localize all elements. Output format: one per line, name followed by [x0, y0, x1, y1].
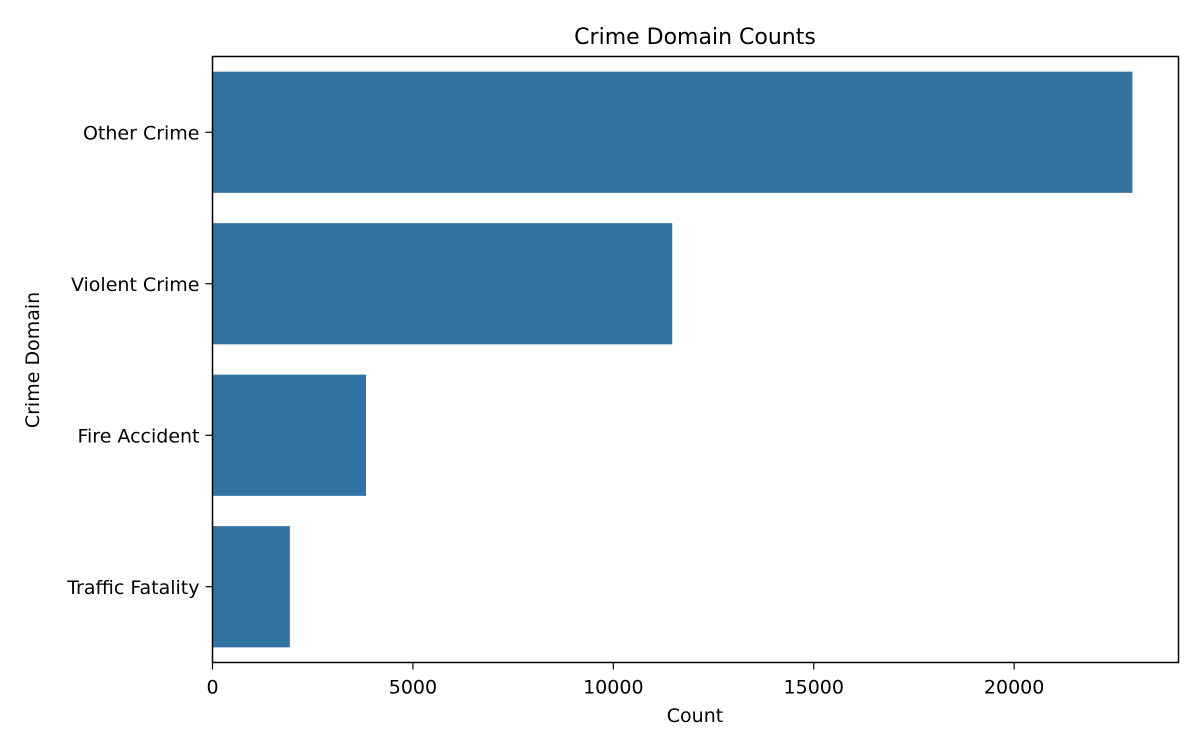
y-tick-label: Fire Accident — [77, 425, 199, 447]
y-axis-label: Crime Domain — [22, 292, 44, 428]
x-tick-label: 15000 — [784, 677, 844, 699]
x-tick-label: 10000 — [583, 677, 643, 699]
y-tick-label: Other Crime — [83, 122, 200, 144]
bar-fire-accident — [212, 374, 367, 496]
x-tick-label: 20000 — [984, 677, 1044, 699]
y-tick-label: Traffic Fatality — [66, 577, 199, 599]
plot-frame — [211, 55, 1180, 664]
x-axis-ticks: 0 5000 10000 15000 20000 — [206, 662, 1044, 699]
y-tick-label: Violent Crime — [71, 274, 200, 296]
x-axis-label: Count — [667, 705, 723, 727]
chart-title: Crime Domain Counts — [574, 25, 816, 50]
y-axis-ticks: Other Crime Violent Crime Fire Accident Tra… — [66, 122, 213, 599]
bar-violent-crime — [212, 223, 673, 345]
bar-other-crime — [212, 71, 1133, 193]
x-tick-label: 5000 — [389, 677, 437, 699]
x-tick-label: 0 — [206, 677, 218, 699]
bars-group — [212, 71, 1133, 648]
bar-traffic-fatality — [212, 526, 290, 648]
